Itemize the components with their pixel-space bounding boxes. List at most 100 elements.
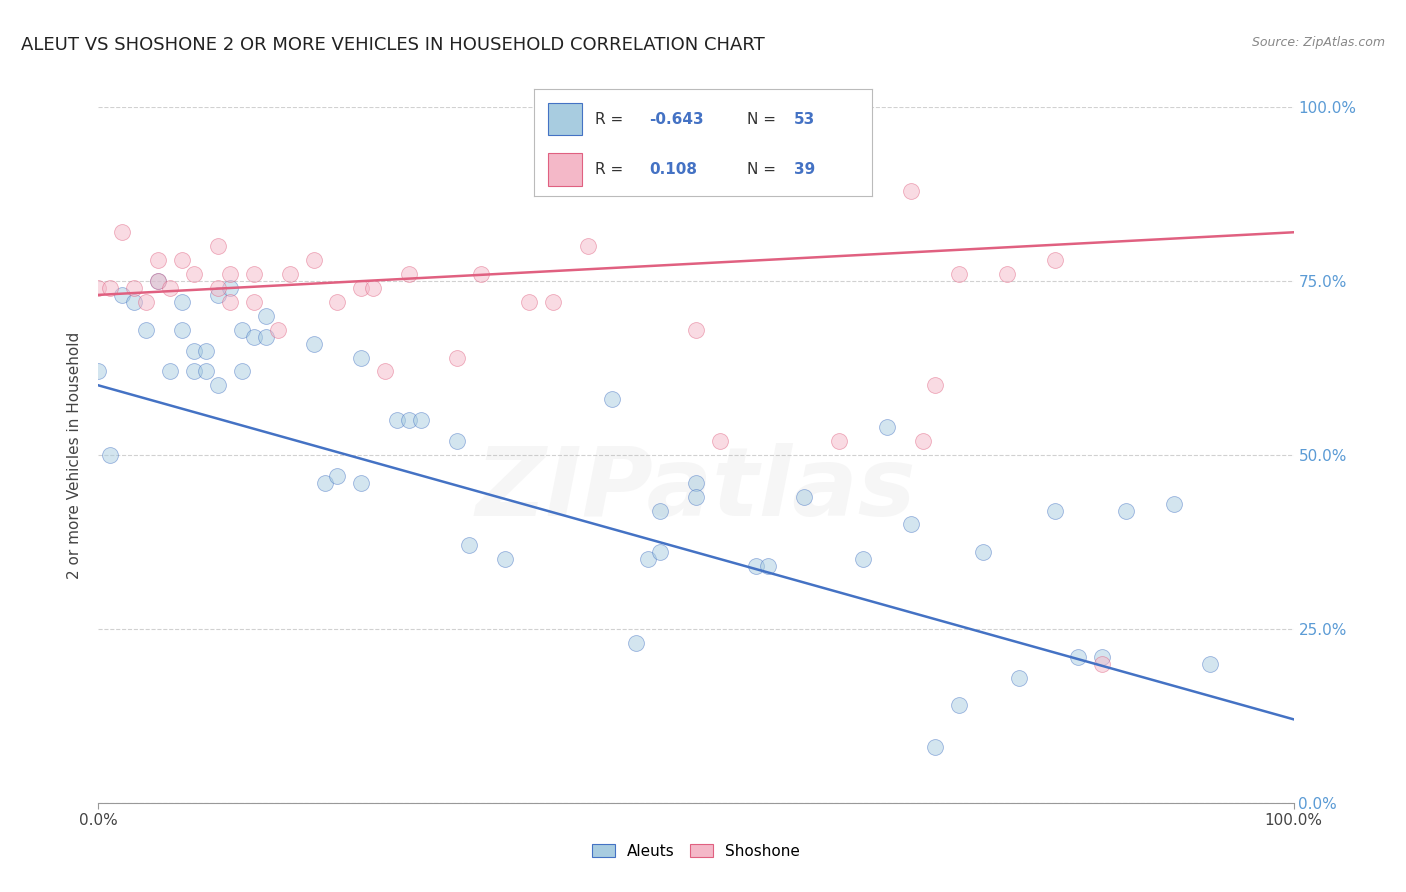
- Point: [924, 378, 946, 392]
- Point: [685, 475, 707, 490]
- Point: [302, 336, 325, 351]
- Point: [494, 552, 516, 566]
- Point: [207, 281, 229, 295]
- Point: [159, 281, 181, 295]
- Point: [709, 434, 731, 448]
- Point: [793, 490, 815, 504]
- Point: [148, 274, 170, 288]
- Text: R =: R =: [595, 162, 633, 177]
- Point: [1067, 649, 1090, 664]
- Point: [972, 545, 994, 559]
- Point: [111, 288, 134, 302]
- Point: [948, 267, 970, 281]
- Point: [219, 281, 242, 295]
- Point: [159, 364, 181, 378]
- Point: [578, 239, 600, 253]
- Point: [302, 253, 325, 268]
- Point: [446, 434, 468, 448]
- Point: [685, 490, 707, 504]
- Y-axis label: 2 or more Vehicles in Household: 2 or more Vehicles in Household: [67, 331, 83, 579]
- Point: [135, 294, 157, 309]
- Point: [1163, 497, 1185, 511]
- Point: [626, 636, 648, 650]
- Point: [517, 294, 540, 309]
- Point: [1091, 649, 1114, 664]
- Point: [411, 413, 433, 427]
- Text: 53: 53: [794, 112, 815, 127]
- Point: [385, 413, 409, 427]
- Point: [398, 413, 420, 427]
- FancyBboxPatch shape: [548, 103, 582, 136]
- Text: -0.643: -0.643: [650, 112, 703, 127]
- Point: [326, 294, 349, 309]
- Point: [602, 392, 624, 407]
- Point: [374, 364, 396, 378]
- Text: N =: N =: [747, 112, 780, 127]
- Point: [948, 698, 970, 713]
- Point: [924, 740, 946, 755]
- Text: ALEUT VS SHOSHONE 2 OR MORE VEHICLES IN HOUSEHOLD CORRELATION CHART: ALEUT VS SHOSHONE 2 OR MORE VEHICLES IN …: [21, 36, 765, 54]
- Point: [195, 364, 218, 378]
- Point: [685, 323, 707, 337]
- Point: [231, 364, 253, 378]
- Point: [350, 351, 373, 365]
- Text: ZIPatlas: ZIPatlas: [475, 443, 917, 536]
- Point: [756, 559, 779, 574]
- Legend: Aleuts, Shoshone: Aleuts, Shoshone: [586, 838, 806, 864]
- Text: Source: ZipAtlas.com: Source: ZipAtlas.com: [1251, 36, 1385, 49]
- Point: [231, 323, 253, 337]
- Point: [1008, 671, 1031, 685]
- Point: [243, 329, 266, 343]
- Point: [278, 267, 301, 281]
- Point: [363, 281, 385, 295]
- Point: [876, 420, 898, 434]
- Point: [207, 288, 229, 302]
- Point: [637, 552, 659, 566]
- Point: [87, 281, 110, 295]
- Point: [911, 434, 934, 448]
- Point: [745, 559, 768, 574]
- Point: [648, 503, 672, 517]
- Point: [1115, 503, 1137, 517]
- Point: [470, 267, 492, 281]
- Point: [648, 545, 672, 559]
- Point: [852, 552, 875, 566]
- Point: [124, 281, 146, 295]
- Point: [350, 281, 373, 295]
- Point: [446, 351, 468, 365]
- Point: [900, 184, 922, 198]
- Point: [326, 468, 349, 483]
- Point: [1199, 657, 1222, 671]
- Point: [1091, 657, 1114, 671]
- Text: 39: 39: [794, 162, 815, 177]
- Point: [148, 274, 170, 288]
- Point: [207, 378, 229, 392]
- Point: [219, 294, 242, 309]
- Point: [1043, 503, 1066, 517]
- Point: [172, 294, 194, 309]
- Point: [183, 267, 205, 281]
- Point: [124, 294, 146, 309]
- Point: [398, 267, 420, 281]
- Point: [219, 267, 242, 281]
- Text: N =: N =: [747, 162, 780, 177]
- Point: [828, 434, 851, 448]
- Point: [900, 517, 922, 532]
- Point: [148, 253, 170, 268]
- FancyBboxPatch shape: [548, 153, 582, 186]
- Point: [1043, 253, 1066, 268]
- Point: [254, 329, 277, 343]
- Point: [111, 225, 134, 239]
- Point: [267, 323, 290, 337]
- Point: [350, 475, 373, 490]
- Point: [172, 253, 194, 268]
- Point: [98, 448, 122, 462]
- Point: [458, 538, 481, 552]
- Point: [207, 239, 229, 253]
- Text: 0.108: 0.108: [650, 162, 697, 177]
- Point: [98, 281, 122, 295]
- Point: [541, 294, 564, 309]
- Text: R =: R =: [595, 112, 628, 127]
- Point: [195, 343, 218, 358]
- Point: [254, 309, 277, 323]
